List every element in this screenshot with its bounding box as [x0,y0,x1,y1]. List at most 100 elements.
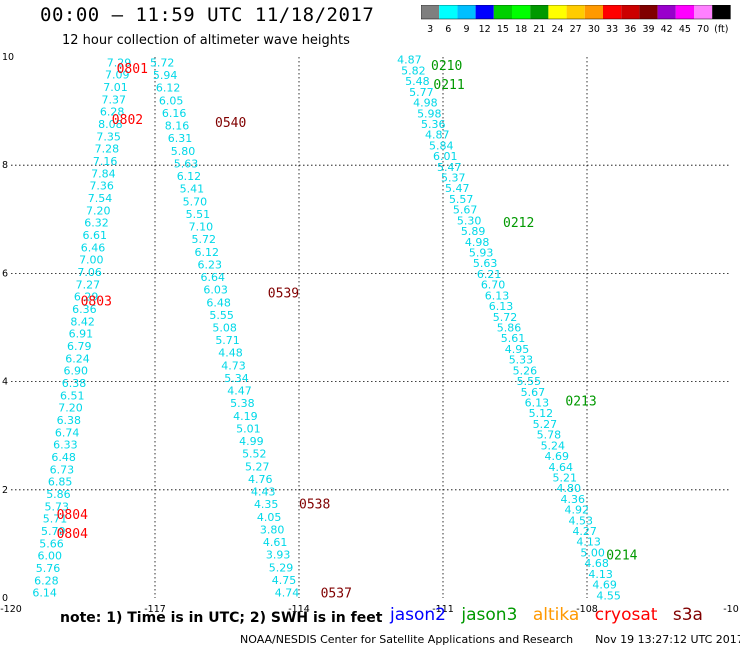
wave-height-point: 6.16 [162,107,187,120]
legend-swatch [712,5,731,19]
wave-height-point: 6.05 [159,94,184,107]
pass-time-label: 0802 [112,113,143,128]
wave-height-point: 8.16 [165,120,190,133]
wave-height-point: 4.68 [584,557,609,570]
wave-height-point: 3.93 [266,549,291,562]
wave-height-point: 7.09 [105,69,130,82]
pass-time-label: 0801 [117,62,148,77]
wave-height-point: 5.37 [441,172,466,185]
legend-swatch [512,5,531,19]
mission-s3a: s3a [672,605,703,625]
legend-swatch [475,5,494,19]
mission-altika: altika [532,605,580,625]
wave-height-point: 6.70 [481,279,506,292]
legend-tick-label: 12 [479,24,491,35]
wave-height-point: 8.42 [70,315,95,328]
wave-height-point: 5.86 [46,488,71,501]
wave-height-point: 7.10 [189,221,214,234]
x-tick-label: -111 [432,604,454,615]
wave-height-point: 4.36 [560,493,585,506]
wave-height-point: 5.72 [493,311,518,324]
wave-height-point: 6.01 [433,150,458,163]
wave-height-point: 4.95 [505,343,530,356]
wave-height-point: 6.14 [32,587,57,600]
legend-tick-label: 21 [533,24,545,35]
wave-height-point: 5.21 [553,471,578,484]
wave-height-point: 5.27 [533,418,558,431]
legend-tick-label: 30 [588,24,600,35]
wave-height-point: 6.46 [81,241,106,254]
wave-height-point: 4.69 [592,579,617,592]
wave-height-point: 4.64 [549,461,574,474]
wave-height-point: 4.61 [263,536,288,549]
wave-height-point: 4.35 [254,498,279,511]
pass-time-label: 0539 [268,286,299,301]
x-tick-label: -114 [288,604,310,615]
wave-height-point: 7.35 [96,130,121,143]
wave-height-point: 6.29 [74,291,99,304]
wave-height-point: 7.28 [95,143,120,156]
pass-time-label: 0214 [606,549,637,564]
wave-height-point: 4.69 [545,450,570,463]
wave-height-point: 5.76 [36,562,61,575]
wave-height-point: 5.41 [180,183,205,196]
pass-time-label: 0803 [81,294,112,309]
wave-height-point: 6.13 [485,289,510,302]
wave-height-point: 5.71 [43,513,68,526]
wave-height-point: 6.00 [38,550,63,563]
wave-height-point: 4.98 [465,236,490,249]
wave-height-point: 5.70 [183,195,208,208]
wave-height-point: 7.54 [88,192,113,205]
chart-title: 00:00 – 11:59 UTC 11/18/2017 [40,4,375,26]
color-scale-legend: 3 6 9 12 15 18 21 24 27 30 33 36 39 42 45 70 (ft) [421,5,731,35]
y-tick-label: 6 [2,268,8,279]
wave-height-point: 5.79 [41,525,66,538]
legend-swatch [457,5,476,19]
wave-height-point: 5.29 [269,561,294,574]
legend-swatch [694,5,713,19]
wave-height-point: 6.12 [177,170,202,183]
wave-height-point: 5.80 [171,145,196,158]
wave-height-point: 4.76 [248,473,273,486]
timestamp-text: Nov 19 13:27:12 UTC 2017 [595,633,740,646]
wave-height-point: 6.32 [84,217,109,230]
wave-height-point: 5.36 [421,118,446,131]
wave-height-point: 5.98 [417,107,442,120]
legend-swatch [530,5,549,19]
wave-height-point: 6.61 [83,229,108,242]
wave-height-point: 6.38 [62,377,87,390]
wave-height-point: 7.00 [79,254,104,267]
pass-time-label: 0804 [57,508,88,523]
legend-tick-label: 36 [624,24,636,35]
chart-subtitle: 12 hour collection of altimeter wave hei… [62,33,350,48]
wave-height-point: 4.27 [572,525,597,538]
wave-height-point: 5.71 [215,334,240,347]
wave-height-point: 5.89 [461,225,486,238]
wave-height-point: 5.73 [44,500,69,513]
wave-height-point: 7.84 [91,167,116,180]
wave-height-point: 4.74 [275,587,300,600]
wave-height-point: 5.55 [209,309,234,322]
wave-height-point: 5.51 [186,208,211,221]
wave-height-point: 4.73 [221,359,246,372]
pass-time-label: 0538 [299,497,330,512]
wave-height-point: 6.24 [65,352,90,365]
wave-height-point: 5.52 [242,448,267,461]
legend-swatch [603,5,622,19]
pass-time-label: 0211 [433,78,464,93]
wave-height-point: 5.94 [153,69,178,82]
legend-tick-label: 45 [679,24,691,35]
y-tick-label: 10 [2,52,14,63]
wave-height-point: 6.13 [489,300,514,313]
wave-height-point: 7.16 [93,155,118,168]
legend-tick-label: 39 [642,24,654,35]
legend-tick-label: 33 [606,24,618,35]
pass-time-label: 0804 [57,527,88,542]
wave-height-point: 5.82 [401,64,426,77]
wave-height-point: 5.84 [429,139,454,152]
y-tick-label: 2 [2,485,8,496]
legend-tick-label: 3 [427,24,433,35]
wave-height-point: 6.28 [100,106,125,119]
wave-height-point: 5.24 [541,439,566,452]
